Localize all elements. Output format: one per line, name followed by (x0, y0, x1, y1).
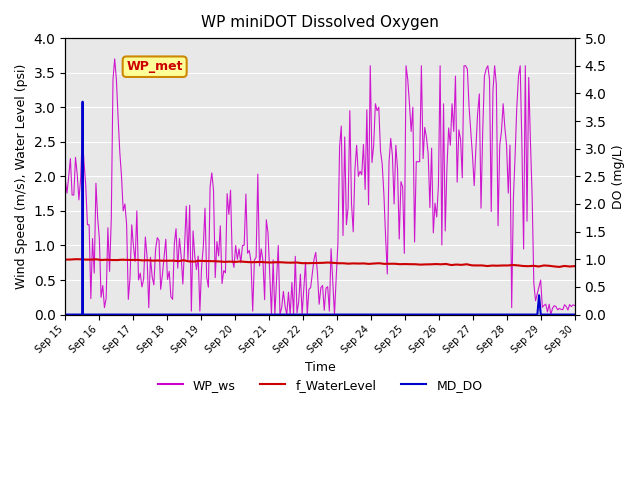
X-axis label: Time: Time (305, 361, 335, 374)
Text: WP_met: WP_met (127, 60, 183, 73)
Y-axis label: Wind Speed (m/s), Water Level (psi): Wind Speed (m/s), Water Level (psi) (15, 64, 28, 289)
Legend: WP_ws, f_WaterLevel, MD_DO: WP_ws, f_WaterLevel, MD_DO (152, 374, 488, 397)
Y-axis label: DO (mg/L): DO (mg/L) (612, 144, 625, 209)
Title: WP miniDOT Dissolved Oxygen: WP miniDOT Dissolved Oxygen (201, 15, 439, 30)
